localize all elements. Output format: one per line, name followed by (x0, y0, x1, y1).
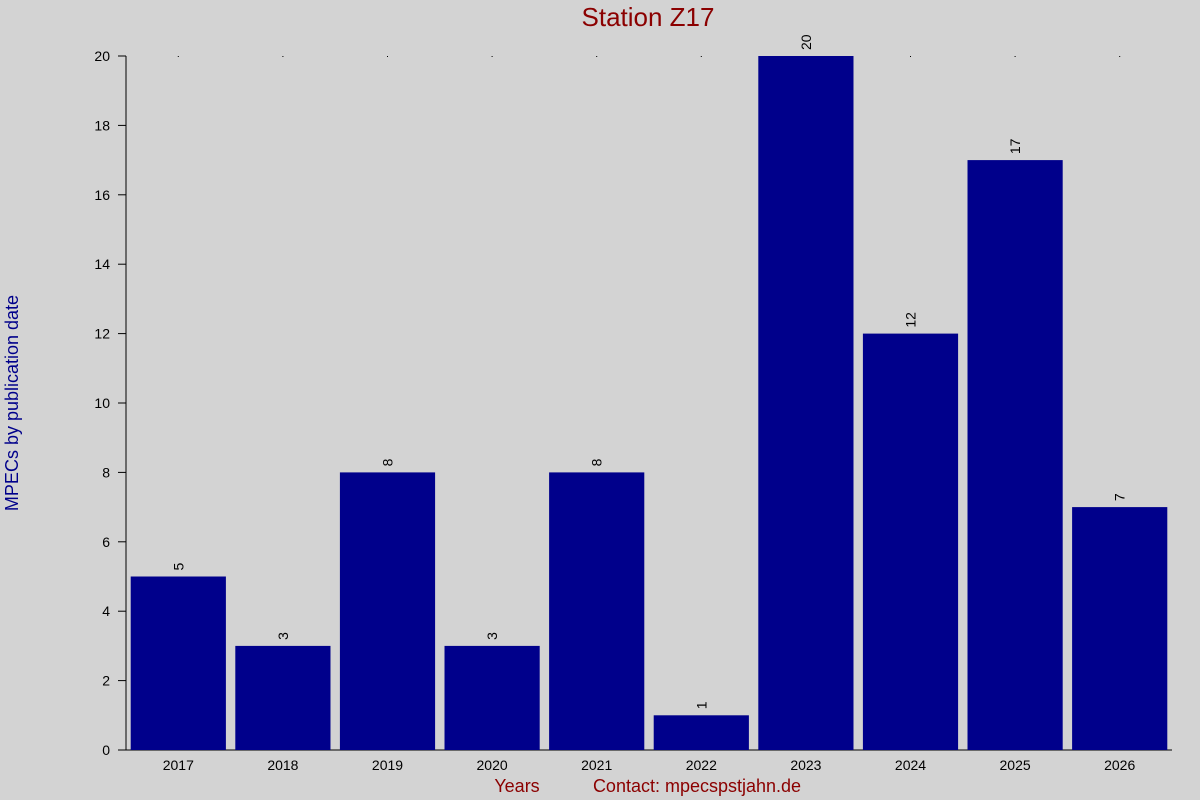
y-tick-label: 8 (102, 464, 110, 480)
y-tick-label: 20 (94, 48, 110, 64)
y-tick-label: 12 (94, 326, 110, 342)
chart-title: Station Z17 (582, 2, 715, 32)
x-tick-label: 2025 (1000, 757, 1031, 773)
value-label: 12 (903, 312, 919, 328)
value-label: 3 (484, 632, 500, 640)
x-axis-label: Years (494, 776, 539, 796)
bar (758, 56, 854, 750)
x-tick-label: 2021 (581, 757, 612, 773)
y-tick-label: 10 (94, 395, 110, 411)
bar (1072, 507, 1168, 750)
value-label: 20 (798, 34, 814, 50)
value-label: 17 (1007, 138, 1023, 154)
bar (130, 576, 226, 750)
bar (967, 160, 1063, 751)
x-tick-label: 2023 (790, 757, 821, 773)
value-label: 7 (1112, 493, 1128, 501)
value-label: 3 (275, 632, 291, 640)
bar (862, 333, 959, 750)
x-tick-label: 2022 (686, 757, 717, 773)
bar (444, 645, 540, 750)
contact-note: Contact: mpecspstjahn.de (593, 776, 801, 796)
x-tick-label: 2024 (895, 757, 926, 773)
value-label: 1 (693, 701, 709, 709)
x-tick-label: 2020 (477, 757, 508, 773)
y-tick-label: 4 (102, 603, 110, 619)
x-tick-label: 2018 (267, 757, 298, 773)
bar (339, 472, 436, 750)
bar (549, 472, 645, 750)
y-tick-label: 16 (94, 187, 110, 203)
y-tick-label: 0 (102, 742, 110, 758)
x-tick-label: 2017 (163, 757, 194, 773)
y-tick-label: 18 (94, 117, 110, 133)
bar (653, 715, 749, 750)
y-tick-label: 14 (94, 256, 110, 272)
x-tick-label: 2026 (1104, 757, 1135, 773)
x-tick-label: 2019 (372, 757, 403, 773)
y-tick-label: 6 (102, 534, 110, 550)
y-tick-label: 2 (102, 673, 110, 689)
bar (235, 645, 331, 750)
value-label: 8 (589, 458, 605, 466)
value-label: 8 (380, 458, 396, 466)
y-axis-label: MPECs by publication date (2, 295, 22, 511)
value-label: 5 (170, 563, 186, 571)
